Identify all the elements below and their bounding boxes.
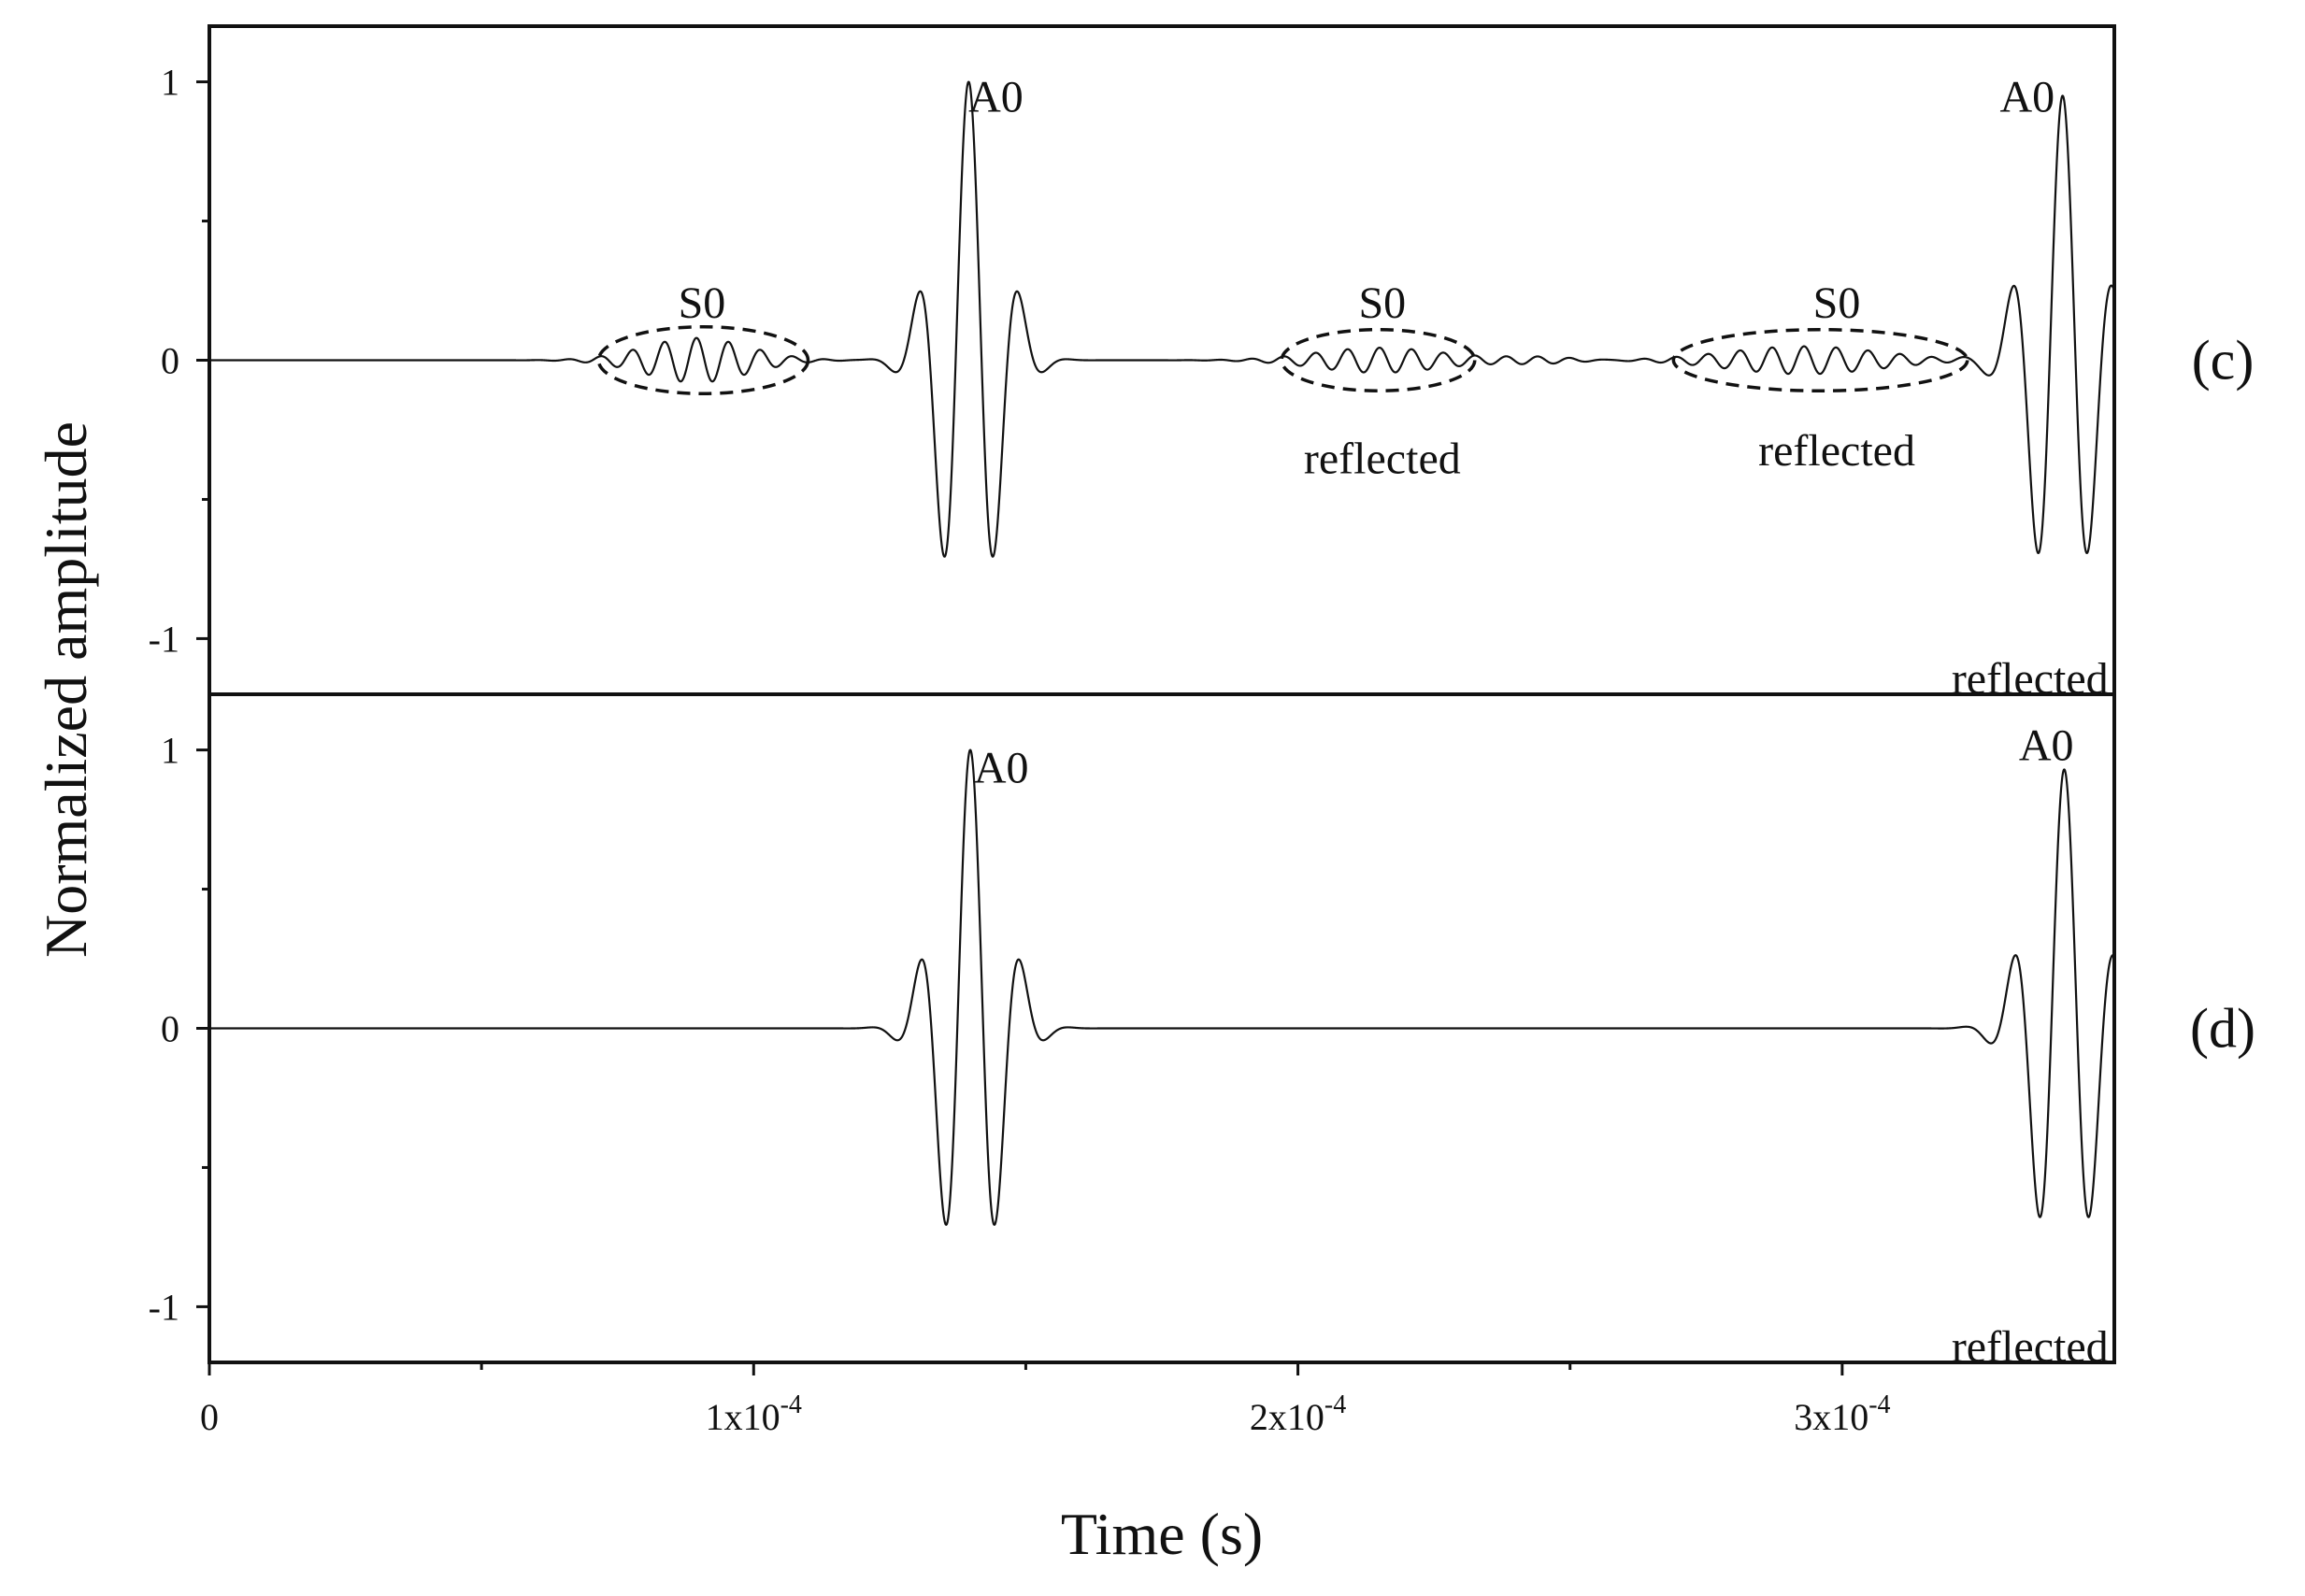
annotation-a0: A0 xyxy=(1999,72,2054,121)
annotation-reflected: reflected xyxy=(1758,426,1915,476)
annotation-a0: A0 xyxy=(974,743,1029,792)
annotation-s0: S0 xyxy=(1813,278,1861,328)
y-tick-label: 0 xyxy=(161,340,179,382)
annotation-a0: A0 xyxy=(2019,721,2074,771)
y-tick-label: 1 xyxy=(161,730,179,772)
annotation-s0: S0 xyxy=(1358,278,1406,328)
signal-trace xyxy=(208,748,2115,1226)
y-tick-label: -1 xyxy=(149,618,179,660)
x-tick-label: 1x10-4 xyxy=(706,1390,802,1438)
annotation-reflected: reflected xyxy=(1952,654,2109,704)
x-tick-label: 3x10-4 xyxy=(1794,1390,1890,1438)
s0-ellipse xyxy=(1671,327,1969,393)
y-tick-label: 1 xyxy=(161,62,179,104)
x-axis-title: Time (s) xyxy=(1061,1501,1263,1567)
annotation-a0: A0 xyxy=(968,72,1024,121)
s0-ellipse xyxy=(596,325,810,395)
y-axis-title: Normalized amplitude xyxy=(33,421,99,958)
annotation-reflected: reflected xyxy=(1952,1322,2109,1372)
x-axis: 0 1x10-4 2x10-4 3x10-4 xyxy=(200,1362,1891,1438)
signal-trace xyxy=(208,80,2116,558)
annotation-s0: S0 xyxy=(679,278,726,328)
panel-label: (d) xyxy=(2190,998,2255,1060)
annotation-reflected: reflected xyxy=(1304,435,1461,484)
y-tick-label: -1 xyxy=(149,1286,179,1328)
x-tick-label: 0 xyxy=(200,1396,219,1438)
s0-ellipse xyxy=(1280,327,1477,393)
panel-c: 1 0 -1 A0 S0 S0 S0 reflected reflected A0 reflecte… xyxy=(149,24,2255,704)
y-tick-label: 0 xyxy=(161,1008,179,1050)
x-tick-label: 2x10-4 xyxy=(1250,1390,1346,1438)
panel-label: (c) xyxy=(2192,330,2255,392)
panel-d: 1 0 -1 A0 A0 reflected (d) xyxy=(149,692,2255,1372)
